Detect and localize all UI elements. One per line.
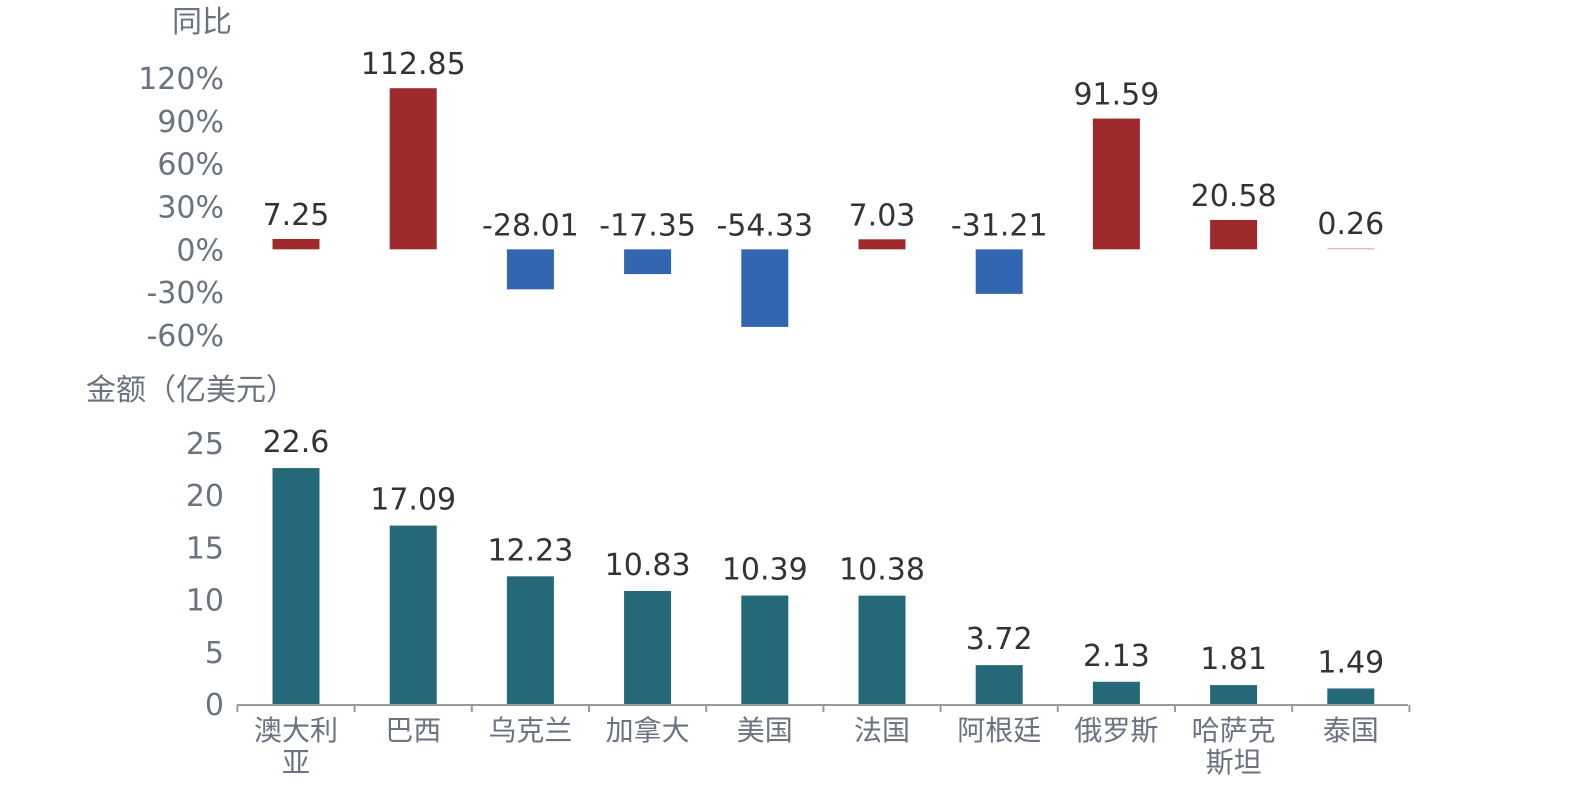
category-label-line: 俄罗斯 [1074,714,1158,747]
category-label: 巴西 [385,714,441,747]
category-label-line: 美国 [737,714,793,747]
amount-bar [389,525,437,704]
yoy-data-label: -31.21 [951,208,1048,243]
amount-tick-label: 20 [186,479,224,514]
yoy-data-label: 112.85 [361,47,466,82]
amount-bar [975,665,1023,704]
amount-bar [741,595,789,704]
yoy-bar [272,238,320,250]
category-label-line: 法国 [854,714,910,747]
category-label: 法国 [854,714,910,747]
yoy-axis-title: 同比 [172,5,232,40]
category-label-line: 巴西 [385,714,441,747]
amount-bar [1092,681,1140,704]
category-label: 哈萨克斯坦 [1192,714,1276,779]
yoy-tick-label: -60% [146,319,224,354]
category-label: 美国 [737,714,793,747]
amount-tick-label: 5 [205,636,224,671]
yoy-tick-label: 90% [157,105,224,140]
amount-bar [1327,688,1375,704]
category-label: 泰国 [1323,714,1379,747]
amount-tick-label: 25 [186,427,224,462]
yoy-tick-label: 30% [157,191,224,226]
amount-data-label: 10.83 [605,548,691,583]
amount-data-label: 12.23 [487,533,573,568]
category-label-line: 泰国 [1323,714,1379,747]
yoy-data-label: 7.03 [849,198,916,233]
category-label: 澳大利亚 [254,714,338,779]
amount-bar [506,576,554,704]
yoy-bar [741,249,789,327]
yoy-data-label: 91.59 [1073,78,1159,113]
amount-data-label: 1.81 [1200,642,1267,677]
category-label-line: 加拿大 [606,714,690,747]
amount-data-label: 2.13 [1083,639,1150,674]
yoy-data-label: 7.25 [263,198,330,233]
amount-bar [624,590,672,704]
category-label-line: 亚 [282,746,310,779]
yoy-data-label: -28.01 [482,208,579,243]
yoy-chart: 同比 120% 90% 60% 30% 0% -30% -60% 7.25 112.85 -28.0… [138,5,1384,354]
yoy-bar [1327,248,1375,250]
yoy-tick-label: 120% [138,62,224,97]
amount-chart: 金额（亿美元） 25 20 15 10 5 0 22.6 澳大利亚 17.09 巴西 12.23 乌克兰… [86,373,1411,779]
yoy-tick-label: 60% [157,148,224,183]
category-label: 俄罗斯 [1074,714,1158,747]
category-label-line: 澳大利 [254,714,338,747]
yoy-bar [1210,219,1258,250]
amount-data-label: 1.49 [1317,645,1384,680]
yoy-bar [975,249,1023,294]
yoy-bar [624,249,672,275]
category-label: 阿根廷 [957,714,1041,747]
yoy-tick-label: 0% [176,233,224,268]
amount-data-label: 17.09 [370,483,456,518]
amount-tick-label: 15 [186,531,224,566]
amount-data-label: 22.6 [263,425,330,460]
amount-bar [272,468,320,704]
amount-data-label: 3.72 [966,622,1033,657]
yoy-bar [506,249,554,290]
category-label-line: 斯坦 [1206,746,1262,779]
category-label: 加拿大 [606,714,690,747]
yoy-tick-label: -30% [146,276,224,311]
yoy-data-label: 20.58 [1191,179,1277,214]
yoy-data-label: -17.35 [599,208,696,243]
amount-bar [858,595,906,704]
amount-data-label: 10.38 [839,553,925,588]
amount-data-label: 10.39 [722,553,808,588]
category-label-line: 乌克兰 [488,714,572,747]
amount-tick-label: 0 [205,688,224,723]
yoy-data-label: -54.33 [716,208,813,243]
yoy-bar [389,88,437,250]
yoy-bar [1092,118,1140,250]
amount-axis-title: 金额（亿美元） [86,373,296,408]
amount-tick-label: 10 [186,584,224,619]
yoy-data-label: 0.26 [1317,207,1384,242]
category-label-line: 阿根廷 [957,714,1041,747]
yoy-bar [858,239,906,250]
category-label: 乌克兰 [488,714,572,747]
amount-bar [1210,685,1258,704]
category-label-line: 哈萨克 [1192,714,1276,747]
